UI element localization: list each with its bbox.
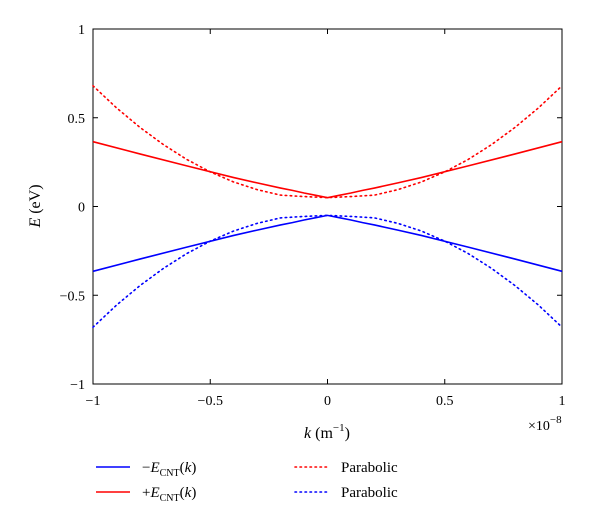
x-tick-label: −0.5 — [198, 394, 223, 409]
x-axis-label: k (m−1) — [304, 422, 350, 442]
y-tick-label: −0.5 — [60, 289, 85, 304]
x-axis-multiplier: ×10−8 — [528, 414, 562, 434]
x-tick-label: −1 — [86, 394, 101, 409]
axis-ticks: −1 −0.5 0 0.5 1 −1 −0.5 0 0.5 1 — [60, 23, 566, 409]
y-tick-label: 0.5 — [68, 112, 86, 127]
series-line-1 — [92, 140, 563, 199]
legend-label-0: −ECNT(k) — [142, 460, 196, 479]
plot-area — [92, 28, 563, 385]
x-tick-label: 0.5 — [436, 394, 454, 409]
series-line-0 — [92, 214, 563, 273]
legend: −ECNT(k) Parabolic +ECNT(k) Parabolic — [96, 460, 398, 504]
series-layer — [92, 85, 563, 329]
series-line-2 — [92, 85, 563, 199]
x-tick-label: 0 — [324, 394, 331, 409]
series-line-3 — [92, 214, 563, 329]
legend-label-2: Parabolic — [341, 460, 398, 476]
legend-label-3: Parabolic — [341, 485, 398, 501]
y-tick-label: 1 — [78, 23, 85, 38]
y-tick-label: 0 — [78, 201, 85, 216]
legend-label-1: +ECNT(k) — [142, 485, 196, 504]
y-tick-label: −1 — [70, 378, 85, 393]
y-axis-label: E (eV) — [27, 184, 44, 228]
x-tick-label: 1 — [559, 394, 566, 409]
